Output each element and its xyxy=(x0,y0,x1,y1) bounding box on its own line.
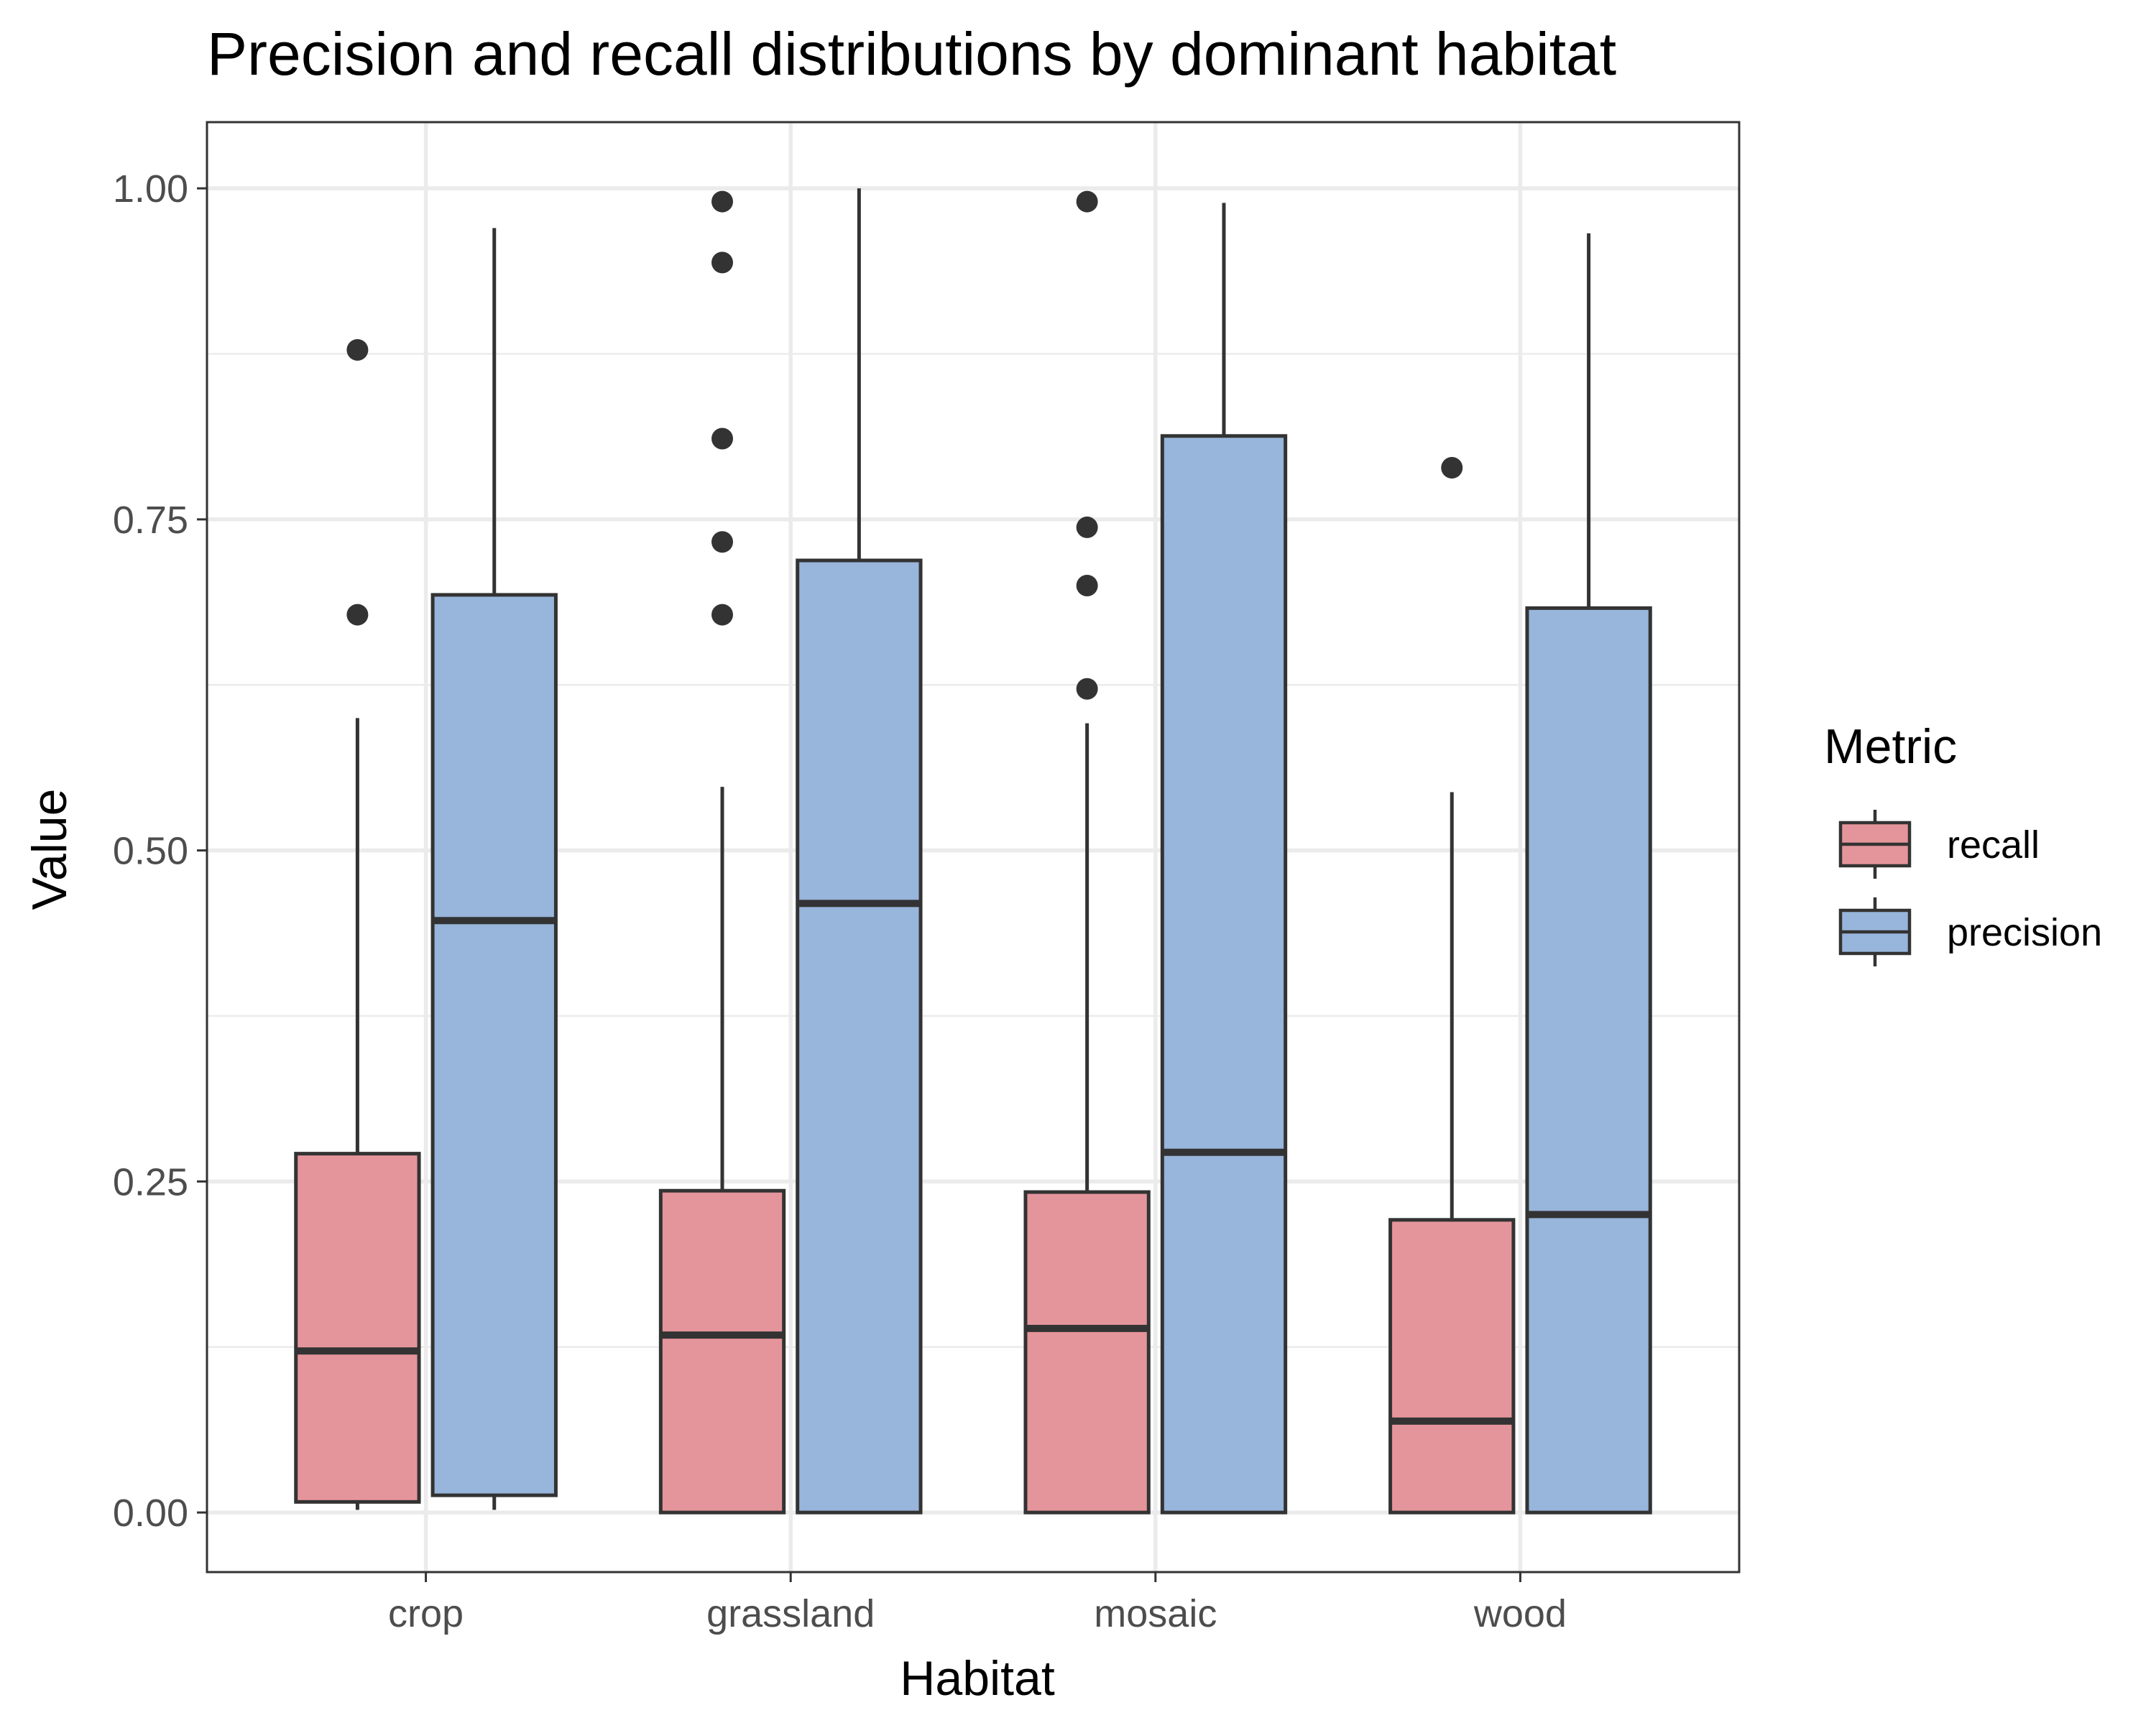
legend-item-recall: recall xyxy=(1838,810,2040,879)
x-axis-title: Habitat xyxy=(900,1651,1055,1706)
y-tick-label: 0.50 xyxy=(113,830,188,873)
outlier-point xyxy=(711,251,734,274)
y-tick-label: 0.75 xyxy=(113,499,188,542)
legend-label: recall xyxy=(1947,823,2040,867)
box-body xyxy=(1388,1218,1516,1515)
y-tick-label: 1.00 xyxy=(113,167,188,211)
box-body xyxy=(1023,1190,1151,1515)
outlier-point xyxy=(346,338,369,361)
panel-border xyxy=(206,121,1741,1574)
legend-label: precision xyxy=(1947,911,2102,954)
box-precision-grassland xyxy=(796,188,923,1515)
x-tick-label: grassland xyxy=(706,1592,875,1635)
outlier-point xyxy=(1441,457,1463,479)
outlier-point xyxy=(711,531,734,553)
legend: recall precision xyxy=(1838,810,2102,966)
x-tick-label: wood xyxy=(1473,1592,1567,1635)
box-recall-mosaic xyxy=(1023,190,1151,1515)
box-body xyxy=(658,1188,786,1515)
box-body xyxy=(294,1152,421,1504)
outlier-point xyxy=(1076,190,1098,213)
box-recall-crop xyxy=(294,338,421,1510)
legend-title: Metric xyxy=(1824,719,1957,774)
legend-item-precision: precision xyxy=(1838,897,2102,966)
x-tick-label: mosaic xyxy=(1094,1592,1217,1635)
y-tick-label: 0.00 xyxy=(113,1492,188,1535)
box-recall-wood xyxy=(1388,457,1516,1515)
box-layer xyxy=(294,188,1652,1515)
box-precision-wood xyxy=(1525,233,1652,1515)
outlier-point xyxy=(1076,516,1098,538)
y-tick-label: 0.25 xyxy=(113,1160,188,1203)
outlier-point xyxy=(1076,678,1098,700)
x-tick-label: crop xyxy=(388,1592,464,1635)
box-body xyxy=(430,593,558,1497)
box-precision-crop xyxy=(430,228,558,1510)
box-recall-grassland xyxy=(658,190,786,1515)
box-body xyxy=(796,558,923,1515)
axes: 0.00 0.25 0.50 0.75 1.00 crop grassland mosaic w… xyxy=(113,121,1741,1635)
box-body xyxy=(1160,434,1288,1515)
outlier-point xyxy=(711,428,734,450)
box-body xyxy=(1525,606,1652,1515)
y-axis-title: Value xyxy=(22,789,77,910)
box-precision-mosaic xyxy=(1160,203,1288,1515)
chart-title: Precision and recall distributions by do… xyxy=(207,20,1616,88)
outlier-point xyxy=(711,190,734,213)
outlier-point xyxy=(346,604,369,626)
outlier-point xyxy=(1076,575,1098,597)
outlier-point xyxy=(711,604,734,626)
